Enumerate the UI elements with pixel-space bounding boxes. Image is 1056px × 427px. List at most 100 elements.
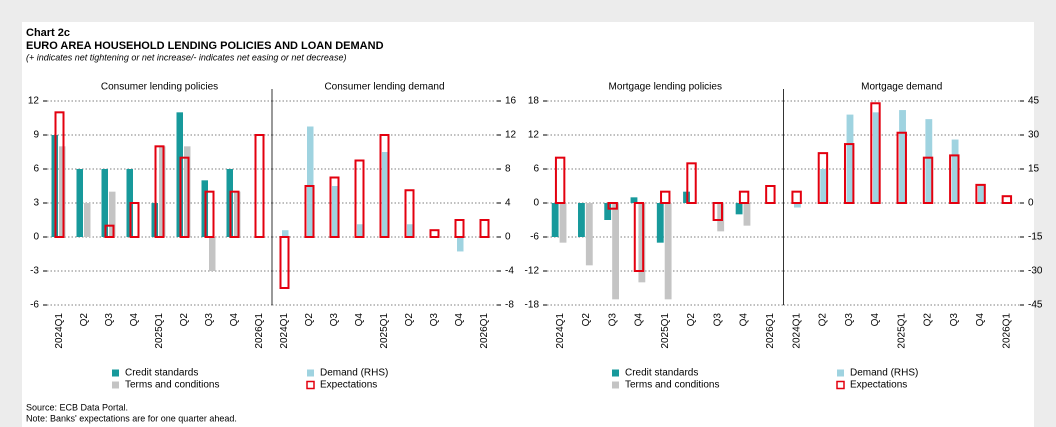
y-tick-label: -18 bbox=[525, 300, 540, 311]
bar bbox=[354, 159, 365, 238]
bar bbox=[357, 224, 364, 237]
legend-label: Credit standards bbox=[625, 368, 698, 379]
x-tick-label: Q4 bbox=[739, 313, 750, 327]
bar bbox=[686, 162, 697, 204]
y2-tick-label: 15 bbox=[1028, 164, 1040, 175]
x-tick-label: 2024Q1 bbox=[54, 313, 65, 349]
bar bbox=[204, 190, 215, 239]
x-tick-label: Q2 bbox=[179, 313, 190, 327]
bar bbox=[229, 190, 240, 239]
bar bbox=[925, 119, 933, 203]
x-tick-label: 2024Q1 bbox=[555, 313, 566, 349]
y-tick-label: -6 bbox=[30, 300, 39, 311]
bar bbox=[454, 219, 465, 238]
bar bbox=[870, 102, 881, 204]
x-tick-label: 2025Q1 bbox=[660, 313, 671, 349]
bar bbox=[179, 156, 190, 239]
chart-subtitle: (+ indicates net tightening or net incre… bbox=[26, 52, 346, 62]
y-tick-label: 3 bbox=[33, 198, 39, 209]
legend-label: Terms and conditions bbox=[125, 380, 220, 391]
legend-swatch bbox=[612, 381, 619, 389]
bar bbox=[329, 176, 340, 238]
chart-label: Chart 2c bbox=[26, 27, 70, 39]
legend-label: Credit standards bbox=[125, 368, 198, 379]
bar bbox=[559, 203, 567, 243]
bar bbox=[656, 203, 664, 243]
x-tick-label: Q2 bbox=[581, 313, 592, 327]
bar bbox=[633, 202, 645, 272]
bar bbox=[279, 236, 290, 289]
x-tick-label: 2026Q1 bbox=[254, 313, 265, 349]
chart-title: EURO AREA HOUSEHOLD LENDING POLICIES AND… bbox=[26, 40, 384, 52]
y-tick-label: 12 bbox=[28, 96, 40, 107]
y-tick-label: 12 bbox=[528, 130, 540, 141]
x-tick-label: Q4 bbox=[354, 313, 365, 327]
bar bbox=[154, 145, 165, 238]
bar bbox=[578, 203, 585, 237]
bar bbox=[54, 111, 65, 238]
bar bbox=[209, 237, 216, 271]
x-tick-label: Q3 bbox=[712, 313, 723, 327]
bar bbox=[407, 224, 414, 237]
bar bbox=[101, 169, 108, 237]
y2-tick-label: 12 bbox=[505, 130, 517, 141]
y2-tick-label: -30 bbox=[1028, 266, 1043, 277]
note: Note: Banks' expectations are for one qu… bbox=[26, 413, 237, 423]
x-tick-label: Q4 bbox=[634, 313, 645, 327]
legend-label: Expectations bbox=[850, 380, 907, 391]
y-tick-label: 18 bbox=[528, 96, 540, 107]
bar bbox=[254, 134, 265, 238]
y2-tick-label: 30 bbox=[1028, 130, 1040, 141]
bar bbox=[949, 154, 960, 204]
bar bbox=[817, 152, 829, 204]
x-tick-label: 2024Q1 bbox=[279, 313, 290, 349]
legend-swatch bbox=[836, 380, 845, 390]
bar bbox=[975, 183, 986, 205]
x-tick-label: Q3 bbox=[607, 313, 618, 327]
legend-label: Demand (RHS) bbox=[320, 368, 388, 379]
y2-tick-label: -4 bbox=[505, 266, 514, 277]
x-tick-label: Q2 bbox=[404, 313, 415, 327]
bar bbox=[332, 186, 339, 237]
bar bbox=[551, 203, 559, 237]
bar bbox=[429, 229, 440, 238]
x-tick-label: Q3 bbox=[429, 313, 440, 327]
bar bbox=[159, 146, 166, 237]
x-tick-label: 2025Q1 bbox=[154, 313, 165, 349]
bar bbox=[104, 224, 115, 239]
legend-swatch bbox=[612, 369, 619, 377]
y-tick-label: 6 bbox=[33, 164, 39, 175]
bar bbox=[735, 203, 743, 215]
bar bbox=[843, 143, 855, 204]
bar bbox=[604, 203, 612, 220]
y2-tick-label: 45 bbox=[1028, 96, 1040, 107]
y-tick-label: -6 bbox=[530, 232, 539, 243]
bar bbox=[109, 191, 116, 237]
y-tick-label: 0 bbox=[33, 232, 39, 243]
panel-title: Consumer lending demand bbox=[324, 82, 444, 93]
x-tick-label: Q2 bbox=[304, 313, 315, 327]
bar bbox=[234, 191, 241, 237]
bar bbox=[457, 237, 464, 252]
legend-swatch bbox=[306, 380, 315, 390]
x-tick-label: Q4 bbox=[129, 313, 140, 327]
bar bbox=[738, 190, 750, 205]
bar bbox=[794, 203, 801, 208]
bar bbox=[76, 169, 83, 237]
bar bbox=[896, 131, 907, 205]
bar bbox=[977, 184, 985, 203]
y-tick-label: 9 bbox=[33, 130, 39, 141]
x-tick-label: 2025Q1 bbox=[379, 313, 390, 349]
bar bbox=[820, 169, 828, 203]
bar bbox=[607, 202, 618, 210]
bar bbox=[304, 185, 315, 238]
x-tick-label: Q2 bbox=[923, 313, 934, 327]
x-tick-label: Q3 bbox=[949, 313, 960, 327]
legend-label: Expectations bbox=[320, 380, 377, 391]
bar bbox=[554, 156, 566, 205]
x-tick-label: 2026Q1 bbox=[479, 313, 490, 349]
y2-tick-label: 0 bbox=[505, 232, 511, 243]
bar bbox=[660, 190, 671, 205]
